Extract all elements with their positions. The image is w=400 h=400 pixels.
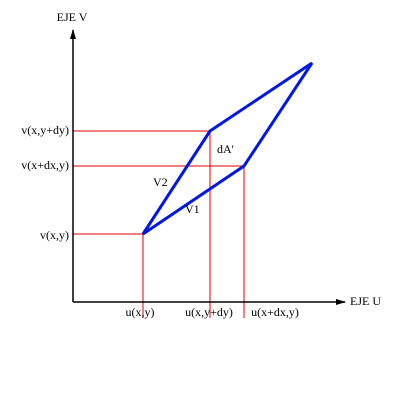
v-label: v(x,y+dy) [21, 123, 69, 137]
v-label: v(x,y) [40, 228, 69, 242]
parallelogram [141, 61, 314, 236]
u-label: u(x,y+dy) [185, 305, 233, 319]
u-label: u(x,y) [126, 305, 155, 319]
guide-lines [73, 130, 245, 318]
u-label: u(x+dx,y) [251, 305, 299, 319]
vector-label: V1 [185, 202, 200, 216]
v-label: v(x+dx,y) [21, 158, 69, 172]
v-axis-label: EJE V [57, 10, 88, 24]
vector-label: V2 [153, 175, 168, 189]
area-label: dA' [217, 142, 234, 156]
u-axis-label: EJE U [350, 294, 381, 308]
